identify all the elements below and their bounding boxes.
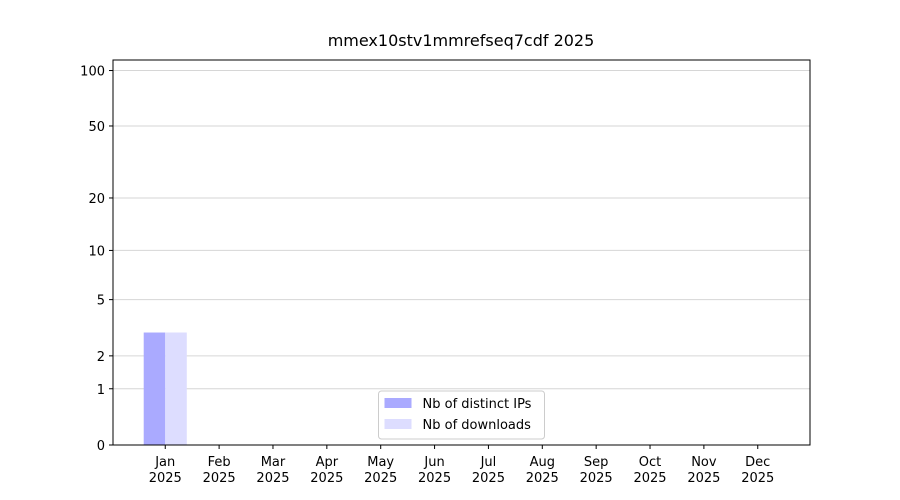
x-tick-label-line: Mar (261, 455, 286, 470)
x-tick-label-line: May (367, 455, 394, 470)
legend-label: Nb of distinct IPs (423, 397, 532, 412)
x-tick-label: Jun 2025 (418, 455, 451, 486)
x-tick-label-line: Sep (584, 455, 609, 470)
x-tick-label-line: 2025 (310, 471, 343, 486)
x-tick-label-line: 2025 (580, 471, 613, 486)
y-tick-label: 0 (97, 439, 105, 454)
x-tick-label-line: 2025 (472, 471, 505, 486)
x-tick-label: Mar 2025 (256, 455, 289, 486)
x-tick-label-line: 2025 (364, 471, 397, 486)
x-tick-label: Dec 2025 (741, 455, 774, 486)
y-tick-label: 50 (88, 120, 105, 135)
bar (165, 332, 187, 445)
x-tick-label-line: 2025 (526, 471, 559, 486)
x-tick-label-line: 2025 (418, 471, 451, 486)
x-tick-label-line: Feb (208, 455, 231, 470)
legend-swatch (384, 398, 412, 408)
bar (143, 332, 166, 445)
x-tick-label: Oct 2025 (633, 455, 666, 486)
x-tick-label-line: Oct (639, 455, 661, 470)
x-tick-label: Nov 2025 (687, 455, 720, 486)
x-tick-label: May 2025 (364, 455, 397, 486)
x-tick-label-line: Aug (530, 455, 555, 470)
x-tick-label-line: Jan (154, 455, 175, 470)
legend-swatch (384, 419, 412, 429)
legend-box (378, 390, 545, 440)
y-tick-label: 20 (88, 192, 105, 207)
chart-title: mmex10stv1mmrefseq7cdf 2025 (328, 31, 595, 50)
y-tick-label: 100 (80, 65, 105, 80)
x-tick-label-line: Apr (316, 455, 339, 470)
x-tick-label-line: Jun (423, 455, 444, 470)
x-tick-label: Jul 2025 (472, 455, 505, 486)
y-tick-label: 2 (97, 350, 105, 365)
x-tick-label-line: 2025 (687, 471, 720, 486)
x-tick-label-line: 2025 (203, 471, 236, 486)
y-tick-label: 1 (97, 383, 105, 398)
x-tick-label-line: 2025 (633, 471, 666, 486)
x-tick-label-line: 2025 (149, 471, 182, 486)
x-tick-label: Aug 2025 (526, 455, 559, 486)
x-tick-label-line: Jul (480, 455, 497, 470)
x-tick-label-line: 2025 (741, 471, 774, 486)
x-tick-label-line: 2025 (256, 471, 289, 486)
x-tick-label-line: Dec (745, 455, 770, 470)
y-tick-label: 5 (97, 294, 105, 309)
legend-label: Nb of downloads (423, 418, 532, 433)
x-tick-label: Apr 2025 (310, 455, 343, 486)
plot-frame (112, 59, 811, 446)
x-tick-label: Sep 2025 (580, 455, 613, 486)
x-tick-label: Jan 2025 (149, 455, 182, 486)
y-tick-label: 10 (88, 244, 105, 259)
x-tick-label: Feb 2025 (203, 455, 236, 486)
x-tick-label-line: Nov (691, 455, 717, 470)
